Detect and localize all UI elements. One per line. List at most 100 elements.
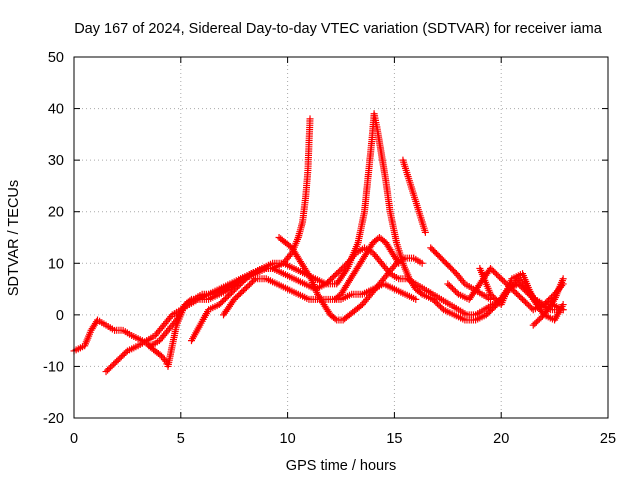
data-point-trace bbox=[355, 210, 368, 245]
data-point-trace bbox=[448, 302, 460, 312]
data-point-trace bbox=[217, 292, 232, 307]
data-point-trace bbox=[292, 276, 307, 287]
series-track-12 bbox=[529, 275, 567, 329]
data-point-trace bbox=[332, 292, 343, 302]
data-point-trace bbox=[385, 261, 399, 276]
data-point-trace bbox=[474, 307, 486, 318]
data-marks bbox=[70, 110, 567, 376]
data-point bbox=[395, 259, 403, 267]
data-point bbox=[444, 280, 452, 288]
data-point-trace bbox=[488, 266, 504, 281]
data-point-trace bbox=[412, 255, 424, 266]
data-point-trace bbox=[281, 251, 294, 266]
data-point-trace bbox=[428, 245, 459, 276]
data-point-trace bbox=[271, 266, 285, 277]
data-point-trace bbox=[221, 297, 237, 317]
y-tick-label: 30 bbox=[48, 153, 64, 169]
data-point-trace bbox=[457, 307, 469, 318]
series-track-6 bbox=[275, 234, 426, 324]
data-point-trace bbox=[400, 158, 409, 172]
data-point-trace bbox=[364, 240, 376, 255]
data-point-trace bbox=[412, 200, 422, 214]
data-point bbox=[306, 115, 314, 123]
data-point-trace bbox=[126, 343, 140, 354]
data-point-trace bbox=[361, 169, 373, 214]
y-tick-label: -20 bbox=[43, 411, 64, 427]
data-point-trace bbox=[482, 302, 494, 312]
data-point-trace bbox=[377, 271, 391, 286]
data-point-trace bbox=[335, 316, 345, 324]
data-point bbox=[487, 290, 495, 298]
data-point-trace bbox=[374, 127, 385, 157]
data-point-trace bbox=[388, 271, 400, 281]
data-point-trace bbox=[178, 303, 188, 317]
data-point-trace bbox=[161, 313, 175, 327]
data-point-trace bbox=[145, 333, 157, 343]
data-point-trace bbox=[264, 276, 279, 287]
data-point-trace bbox=[334, 261, 350, 276]
data-point-trace bbox=[400, 261, 413, 281]
data-point-trace bbox=[334, 266, 350, 286]
data-point-trace bbox=[296, 291, 311, 302]
data-point-trace bbox=[422, 286, 435, 297]
data-point bbox=[559, 301, 567, 309]
data-point-trace bbox=[519, 272, 536, 301]
data-point-trace bbox=[430, 297, 446, 312]
data-point-trace bbox=[360, 292, 373, 307]
data-point-trace bbox=[207, 302, 221, 313]
data-point-trace bbox=[283, 240, 294, 250]
data-point-trace bbox=[474, 312, 488, 323]
data-point-trace bbox=[357, 251, 370, 266]
data-point-trace bbox=[304, 143, 313, 172]
data-point-trace bbox=[282, 271, 296, 282]
data-point-trace bbox=[465, 311, 477, 319]
data-point-trace bbox=[371, 251, 384, 266]
data-point-trace bbox=[480, 292, 492, 302]
data-point bbox=[215, 301, 223, 309]
data-point-trace bbox=[431, 292, 443, 302]
data-point-trace bbox=[365, 138, 376, 172]
data-point-trace bbox=[509, 287, 525, 302]
data-point-trace bbox=[510, 271, 524, 282]
data-point-trace bbox=[183, 297, 194, 307]
data-point-trace bbox=[315, 292, 327, 307]
y-tick-label: 0 bbox=[56, 308, 64, 324]
data-point-trace bbox=[228, 276, 242, 287]
data-point bbox=[113, 357, 121, 365]
data-point-trace bbox=[345, 271, 357, 286]
data-point-trace bbox=[104, 323, 116, 333]
data-point-trace bbox=[541, 297, 557, 317]
y-tick-label: -10 bbox=[43, 359, 64, 375]
data-point-trace bbox=[403, 254, 415, 262]
data-point-trace bbox=[136, 338, 148, 348]
data-point-trace bbox=[121, 328, 133, 338]
data-point-trace bbox=[207, 286, 221, 297]
data-point-trace bbox=[445, 281, 461, 297]
data-point-trace bbox=[498, 277, 515, 307]
x-tick-label: 25 bbox=[600, 431, 616, 447]
data-point-trace bbox=[275, 281, 289, 292]
series-track-8 bbox=[399, 156, 429, 236]
data-point-trace bbox=[72, 343, 86, 354]
data-point-trace bbox=[286, 286, 300, 297]
data-point-trace bbox=[377, 235, 388, 245]
grid bbox=[74, 57, 608, 418]
data-point-trace bbox=[347, 307, 358, 318]
data-point-trace bbox=[207, 291, 221, 302]
data-point-trace bbox=[114, 348, 130, 364]
data-point bbox=[497, 275, 505, 283]
data-point-trace bbox=[173, 313, 184, 327]
data-point-trace bbox=[113, 326, 125, 334]
data-point-trace bbox=[196, 291, 210, 302]
data-point-trace bbox=[354, 245, 366, 256]
data-point-trace bbox=[321, 302, 333, 317]
data-point-trace bbox=[299, 194, 309, 224]
x-axis-label: GPS time / hours bbox=[286, 458, 396, 474]
data-point-trace bbox=[292, 266, 307, 277]
data-point-trace bbox=[217, 286, 232, 297]
data-point-trace bbox=[403, 291, 418, 302]
data-point-trace bbox=[520, 297, 536, 312]
data-point-trace bbox=[414, 281, 426, 292]
axis-ticks: 0 5 10 15 20 25 -20 -10 0 10 20 30 40 50 bbox=[43, 50, 616, 447]
